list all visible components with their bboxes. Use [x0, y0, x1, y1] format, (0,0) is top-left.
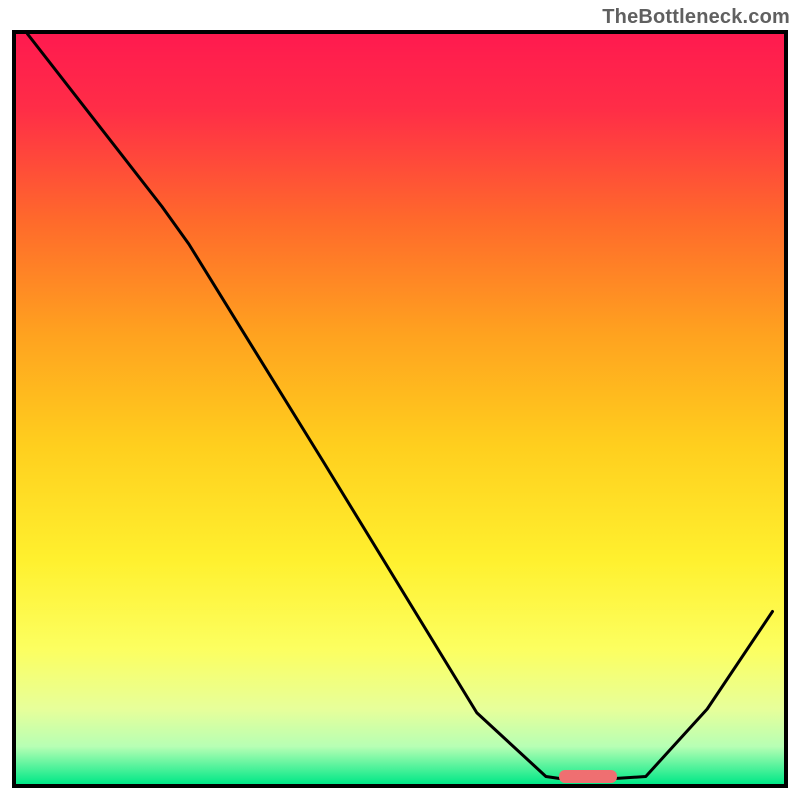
- canvas: TheBottleneck.com: [0, 0, 800, 800]
- curve-line: [16, 34, 784, 784]
- plot-frame: [12, 30, 788, 788]
- min-marker: [559, 770, 617, 784]
- watermark-text: TheBottleneck.com: [602, 6, 790, 29]
